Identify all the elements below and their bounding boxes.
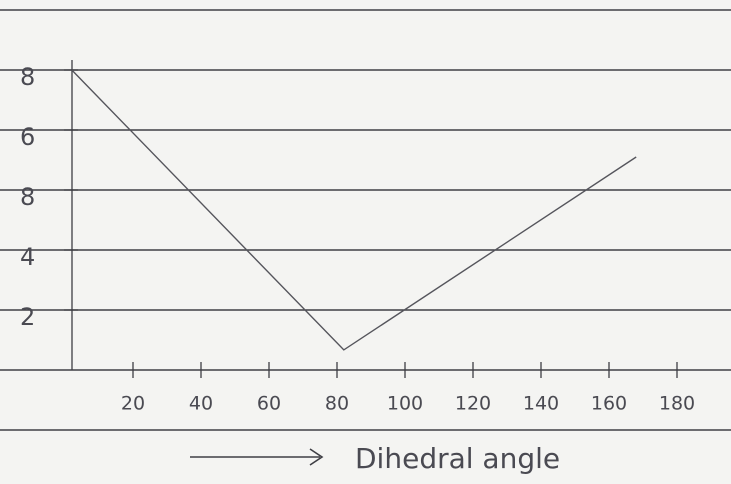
x-tick-label: 120 — [455, 393, 491, 415]
y-tick-label: 6 — [20, 123, 35, 151]
x-tick-label: 140 — [523, 393, 559, 415]
y-tick-label: 8 — [20, 63, 35, 91]
x-tick-label: 180 — [659, 393, 695, 415]
y-tick-label: 2 — [20, 303, 35, 331]
x-tick-label: 60 — [257, 393, 281, 415]
chart: Dihedral angle 8 6 8 4 2 20 40 60 80 100 120 140 160… — [0, 0, 731, 484]
y-tick-label: 4 — [20, 243, 35, 271]
x-tick-label: 80 — [325, 393, 349, 415]
x-tick-label: 40 — [189, 393, 213, 415]
y-tick-label: 8 — [20, 183, 35, 211]
x-axis-label: Dihedral angle — [355, 442, 560, 475]
x-tick-label: 100 — [387, 393, 423, 415]
x-tick-label: 160 — [591, 393, 627, 415]
x-tick-label: 20 — [121, 393, 145, 415]
